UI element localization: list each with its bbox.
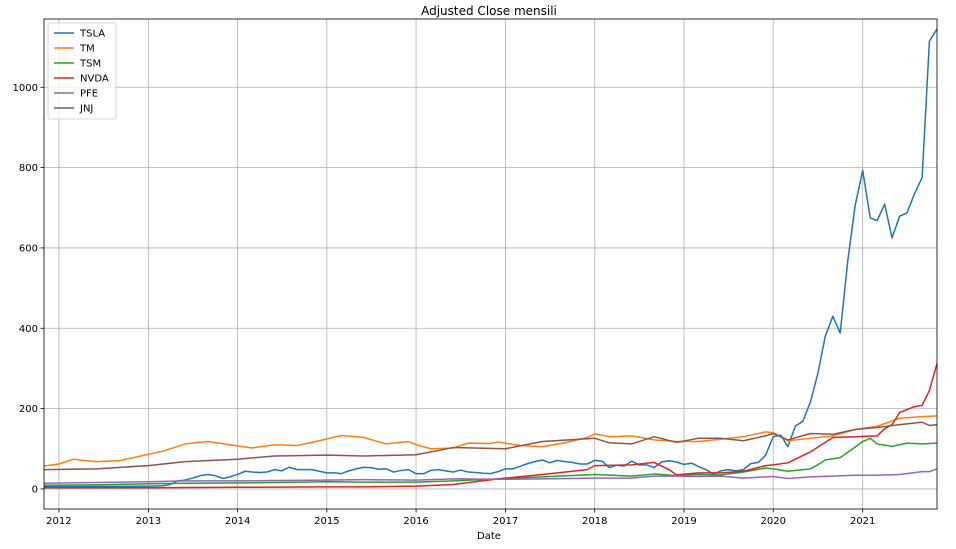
y-tick-label: 400: [19, 324, 38, 335]
x-tick-label: 2015: [314, 516, 339, 527]
x-tick-label: 2016: [403, 516, 428, 527]
legend-label-pfe: PFE: [80, 89, 98, 100]
legend-box: [47, 22, 117, 120]
legend-label-nvda: NVDA: [80, 74, 109, 85]
chart-title: Adjusted Close mensili: [421, 4, 557, 18]
y-tick-label: 0: [32, 484, 38, 495]
x-axis: 2012 2013 2014 2015 2016 2017 2018 2019 2020 2021: [46, 509, 875, 527]
y-tick-label: 200: [19, 404, 38, 415]
x-tick-label: 2014: [225, 516, 250, 527]
series-line-tm: [43, 415, 938, 467]
x-tick-label: 2021: [850, 516, 875, 527]
series-lines: [43, 28, 938, 489]
y-tick-label: 1000: [13, 83, 38, 94]
legend-label-tm: TM: [79, 44, 95, 55]
x-tick-label: 2018: [582, 516, 607, 527]
plot-frame: [43, 18, 938, 510]
x-tick-label: 2019: [671, 516, 696, 527]
x-tick-label: 2013: [136, 516, 161, 527]
y-axis: 0 200 400 600 800 1000: [13, 83, 44, 495]
series-line-tsla: [44, 28, 938, 488]
x-tick-label: 2017: [493, 516, 518, 527]
series-line-jnj: [43, 421, 938, 471]
series-line-tsm: [43, 437, 938, 487]
legend-label-tsm: TSM: [79, 59, 101, 70]
series-line-pfe: [43, 468, 938, 485]
x-axis-label: Date: [477, 531, 501, 542]
legend-label-tsla: TSLA: [79, 29, 105, 40]
x-tick-label: 2020: [760, 516, 785, 527]
x-tick-label: 2012: [46, 516, 71, 527]
legend-label-jnj: JNJ: [79, 104, 93, 115]
legend: TSLA TM TSM NVDA PFE JNJ: [47, 22, 117, 120]
y-tick-label: 800: [19, 163, 38, 174]
grid: [44, 19, 937, 509]
y-tick-label: 600: [19, 243, 38, 254]
